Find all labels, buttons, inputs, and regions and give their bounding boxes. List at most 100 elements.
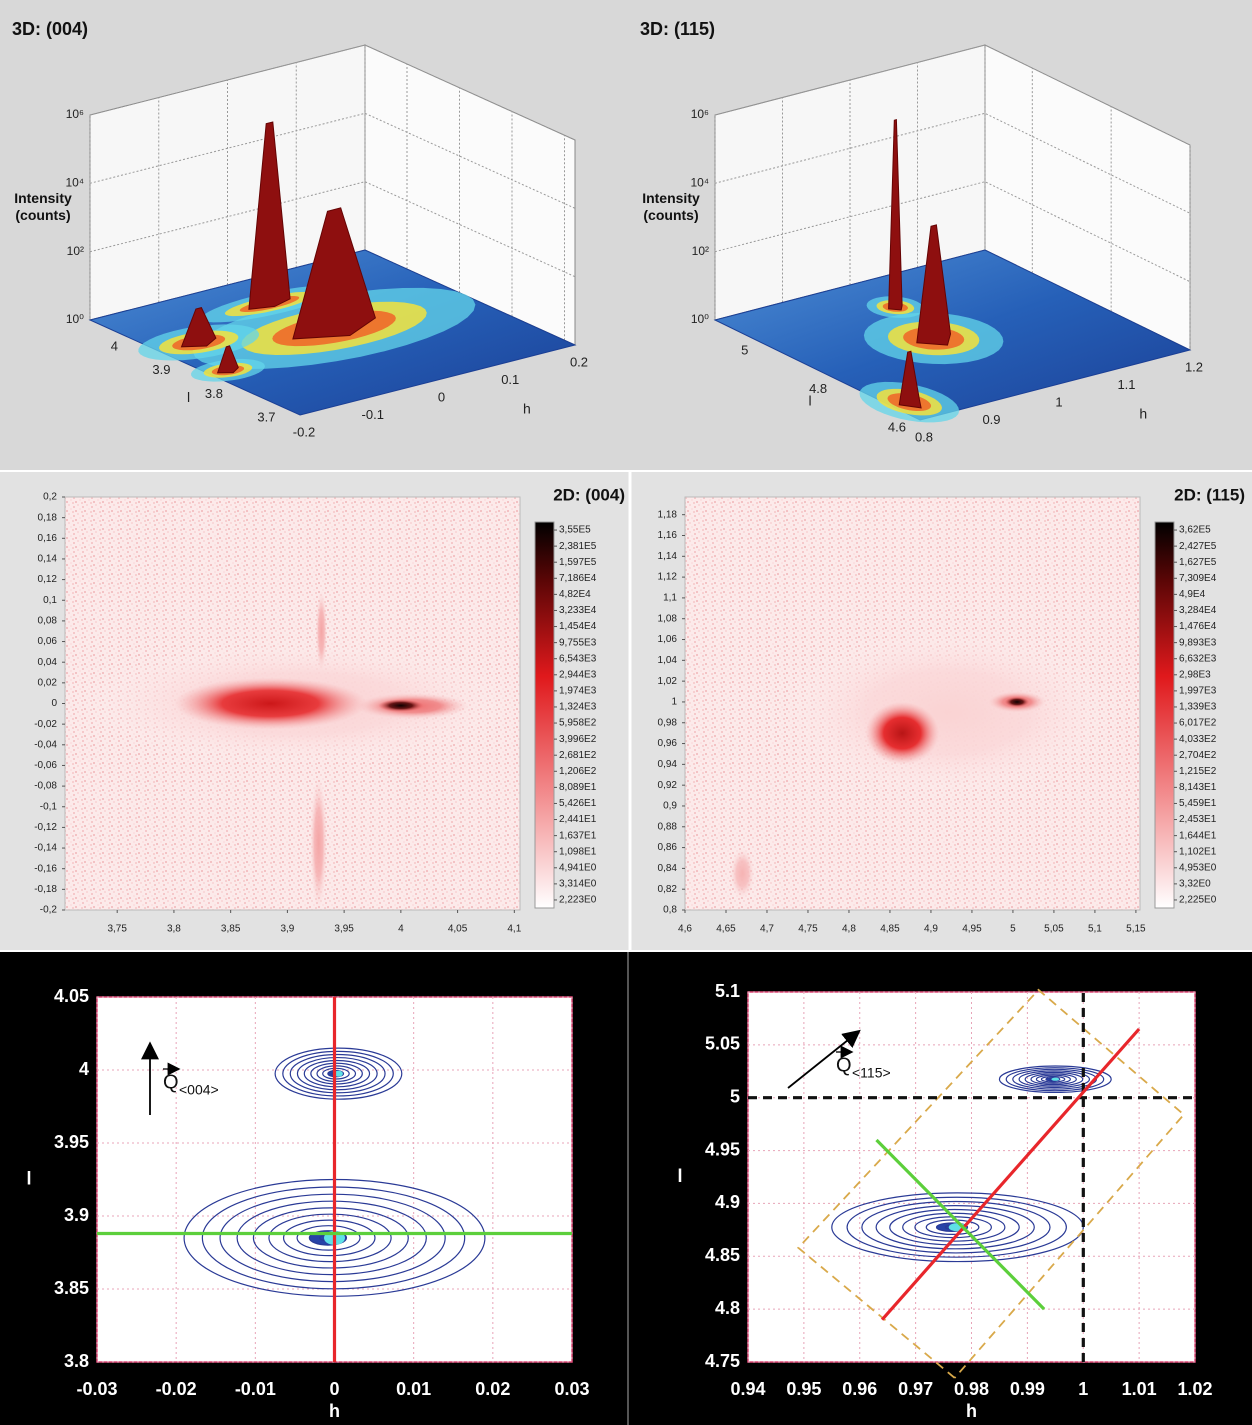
colorbar-label: 3,996E2 (559, 734, 597, 745)
grid-line (714, 181, 1191, 283)
contour-line (902, 1212, 1006, 1242)
x-tick-label: 3,75 (107, 924, 127, 935)
x-tick-label: 0.8 (915, 429, 933, 444)
x-tick-label: 5,15 (1126, 924, 1146, 935)
colorbar-label: 8,089E1 (559, 782, 597, 793)
colorbar-label: 1,974E3 (559, 686, 597, 697)
colorbar (534, 521, 555, 909)
contour-core (334, 1070, 343, 1077)
contour-line (316, 1065, 357, 1083)
z-tick-label: 10⁰ (691, 312, 709, 326)
y-tick-label: 0,14 (38, 554, 58, 565)
intensity-peak (173, 677, 367, 730)
x-tick-label: 4,8 (842, 924, 856, 935)
x-tick-label: -0.01 (235, 1379, 276, 1399)
y-tick-label: -0,18 (34, 884, 57, 895)
colorbar-label: 7,186E4 (559, 573, 597, 584)
contour-line (289, 1053, 386, 1094)
colorbar-label: 7,309E4 (1179, 573, 1217, 584)
reference-line (880, 1027, 1141, 1321)
contour-line (268, 1213, 392, 1263)
x-tick-label: 3,9 (280, 924, 294, 935)
x-axis-label: h (1139, 405, 1147, 421)
x-tick-label: 4,9 (924, 924, 938, 935)
colorbar-label: 1,102E1 (1179, 846, 1217, 857)
contour-line (1035, 1074, 1071, 1084)
y-tick-label: -0,02 (34, 719, 57, 730)
y-tick-label: 3.95 (54, 1132, 89, 1152)
colorbar-label: 1,215E2 (1179, 766, 1217, 777)
x-axis-label: h (523, 400, 531, 416)
intensity-peak (783, 629, 1112, 796)
x-tick-label: 5,1 (1088, 924, 1102, 935)
peak (180, 307, 217, 348)
z-tick-label: 10⁰ (66, 312, 84, 326)
heatmap-layer (83, 589, 515, 910)
x-tick-label: 3,8 (167, 924, 181, 935)
x-tick-label: 0.95 (786, 1379, 821, 1399)
y-tick-label: -0,04 (34, 739, 57, 750)
y-tick-label: 0,88 (658, 821, 678, 832)
colorbar-label: 1,627E5 (1179, 557, 1217, 568)
y-tick-label: 0,84 (658, 863, 678, 874)
x-tick-label: 0.94 (730, 1379, 765, 1399)
z-axis-label: Intensity (counts) (14, 190, 72, 223)
y-tick-label: 1,16 (658, 530, 678, 541)
y-tick-label: -0,14 (34, 843, 57, 854)
y-tick-label: -0,12 (34, 822, 57, 833)
colorbar-label: 2,381E5 (559, 541, 597, 552)
y-tick-label: 0,9 (663, 801, 677, 812)
contour-line (846, 1196, 1067, 1258)
contour-line (310, 1062, 363, 1085)
x-tick-label: 3,95 (334, 924, 354, 935)
x-tick-label: -0.1 (362, 407, 384, 422)
x-axis-label: h (966, 1401, 977, 1421)
y-tick-label: -0,06 (34, 760, 57, 771)
z-tick-label: 10⁴ (690, 176, 709, 190)
x-tick-label: -0.03 (76, 1379, 117, 1399)
contour-line (274, 1047, 403, 1100)
z-tick-label: 10⁶ (66, 107, 84, 121)
x-tick-label: 4,7 (760, 924, 774, 935)
intensity-peak (310, 775, 328, 910)
y-tick-label: 0,02 (38, 677, 58, 688)
colorbar-label: 9,893E3 (1179, 637, 1217, 648)
x-tick-label: 0 (329, 1379, 339, 1399)
intensity-peak (1004, 696, 1030, 708)
contour-line (296, 1056, 378, 1091)
y-tick-label: 0,86 (658, 842, 678, 853)
x-axis-label: h (329, 1401, 340, 1421)
y-axis-label: l (677, 1166, 682, 1186)
intensity-peak (315, 589, 328, 673)
y-tick-label: 0,8 (663, 905, 677, 916)
colorbar-label: 2,704E2 (1179, 750, 1217, 761)
peak (916, 224, 952, 346)
contour-line (1005, 1067, 1105, 1092)
y-tick-label: 5.1 (715, 981, 740, 1001)
annotation-subscript: <004> (179, 1082, 219, 1098)
contour-core (1051, 1077, 1060, 1081)
y-tick-label: 0,1 (43, 595, 57, 606)
y-tick-label: 3.9 (152, 362, 170, 377)
peak (248, 121, 291, 310)
x-tick-label: 0.01 (396, 1379, 431, 1399)
colorbar-label: 4,033E2 (1179, 734, 1217, 745)
colorbar-label: 1,206E2 (559, 766, 597, 777)
y-axis-label: l (26, 1168, 31, 1188)
x-tick-label: 3,85 (221, 924, 241, 935)
x-tick-label: 4,95 (962, 924, 982, 935)
colorbar-label: 2,98E3 (1179, 669, 1211, 680)
y-axis-label: l (187, 389, 190, 405)
y-tick-label: 0,82 (658, 884, 678, 895)
reference-line (796, 988, 1186, 1379)
y-tick-label: 4.6 (888, 419, 906, 434)
colorbar-label: 5,459E1 (1179, 798, 1217, 809)
annotation-text: Q (163, 1071, 179, 1093)
y-tick-label: 4.8 (715, 1298, 740, 1318)
panel-title: 2D: (115) (1174, 485, 1245, 504)
z-tick-label: 10² (67, 244, 84, 258)
x-tick-label: 0.02 (475, 1379, 510, 1399)
grid-line (89, 181, 576, 278)
intensity-peak (865, 701, 940, 765)
x-tick-label: 4,6 (678, 924, 692, 935)
